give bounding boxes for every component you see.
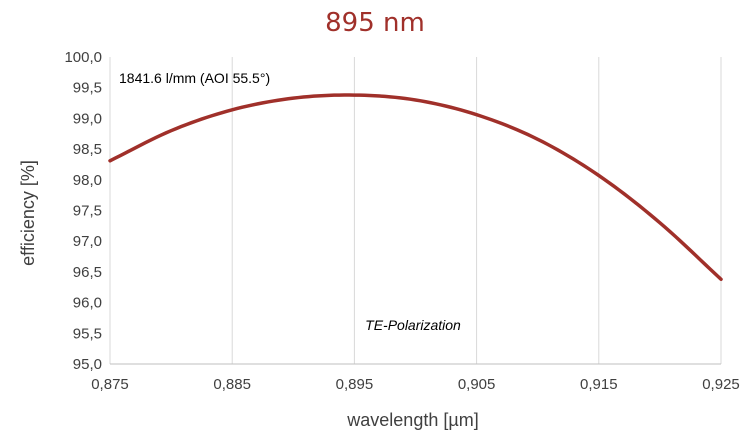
x-tick-label: 0,905 [458,376,496,393]
x-tick-labels: 0,875 0,885 0,895 0,905 0,915 0,925 [91,376,740,393]
series-layer [108,93,723,282]
x-tick-label: 0,875 [91,376,129,393]
x-tick-label: 0,885 [213,376,251,393]
y-tick-label: 97,0 [73,233,102,250]
x-tick-label: 0,915 [580,376,618,393]
y-tick-label: 95,0 [73,356,102,373]
y-tick-label: 97,5 [73,203,102,220]
chart-title: 895 nm [325,8,425,38]
x-tick-label: 0,895 [336,376,374,393]
y-axis-label: efficiency [%] [18,160,38,266]
annotation-grating: 1841.6 l/mm (AOI 55.5°) [119,70,270,86]
y-tick-label: 95,5 [73,325,102,342]
x-tick-label: 0,925 [702,376,740,393]
series-line-0 [108,93,723,282]
y-tick-label: 96,5 [73,264,102,281]
y-tick-labels: 95,0 95,5 96,0 96,5 97,0 97,5 98,0 98,5 99,0 99,5… [64,49,102,373]
y-tick-label: 98,0 [73,172,102,189]
y-tick-label: 100,0 [64,49,102,66]
y-tick-label: 96,0 [73,295,102,312]
y-tick-label: 99,5 [73,80,102,97]
y-tick-label: 99,0 [73,110,102,127]
y-tick-label: 98,5 [73,141,102,158]
annotation-polarization: TE-Polarization [365,317,461,333]
x-axis-label: wavelength [µm] [346,410,478,430]
